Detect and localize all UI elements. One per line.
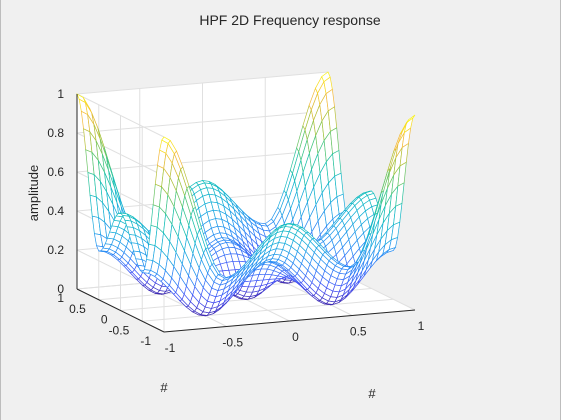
x-tick-label: 0 bbox=[101, 313, 108, 327]
y-tick-label: 0.5 bbox=[350, 325, 367, 339]
z-tick-label: 0.8 bbox=[47, 126, 64, 140]
z-tick-label: 0 bbox=[57, 282, 64, 296]
x-axis-label: # bbox=[160, 380, 168, 395]
grid-line-z-back bbox=[76, 71, 329, 95]
y-axis-label: # bbox=[368, 386, 376, 401]
x-axis-line bbox=[76, 288, 165, 333]
window-left-border bbox=[0, 0, 1, 420]
x-tick-label: -0.5 bbox=[109, 323, 130, 337]
grid-line-z-left bbox=[76, 93, 165, 138]
surface-patch bbox=[406, 114, 416, 123]
grid-line-z-back bbox=[76, 149, 329, 173]
x-tick-label: 1 bbox=[57, 291, 64, 305]
z-tick-label: 1 bbox=[57, 87, 64, 101]
y-tick-label: 0 bbox=[292, 330, 299, 344]
chart-title: HPF 2D Frequency response bbox=[199, 12, 381, 28]
grid-line-z-back bbox=[76, 110, 329, 134]
z-tick-label: 0.2 bbox=[47, 243, 64, 257]
z-axis-label: amplitude bbox=[26, 165, 41, 221]
axis-lines bbox=[76, 94, 416, 333]
x-tick-label: -1 bbox=[140, 334, 151, 348]
surface-mesh bbox=[76, 71, 416, 317]
y-tick-label: 1 bbox=[418, 319, 425, 333]
y-tick-label: -1 bbox=[165, 341, 176, 355]
y-tick-label: -0.5 bbox=[222, 336, 243, 350]
z-tick-label: 0.6 bbox=[47, 165, 64, 179]
tick-labels: 00.20.40.60.81-1-0.500.51-1 -0.5 0 0.5 1 bbox=[47, 87, 424, 355]
x-tick-label: 0.5 bbox=[69, 302, 86, 316]
y-axis-line bbox=[163, 309, 416, 333]
z-tick-label: 0.4 bbox=[47, 204, 64, 218]
